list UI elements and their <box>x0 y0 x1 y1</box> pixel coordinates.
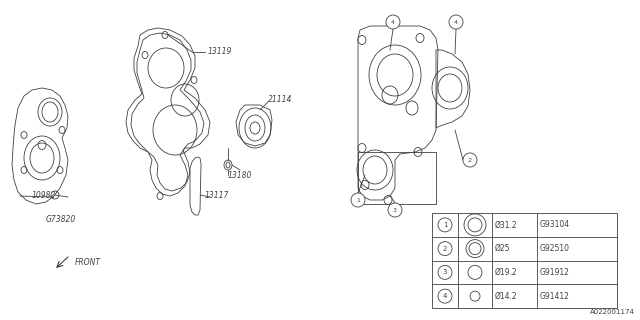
Text: A022001174: A022001174 <box>590 309 635 315</box>
Text: 3: 3 <box>393 207 397 212</box>
Circle shape <box>386 15 400 29</box>
Circle shape <box>351 193 365 207</box>
Text: G92510: G92510 <box>540 244 570 253</box>
Text: G91412: G91412 <box>540 292 570 300</box>
Circle shape <box>438 242 452 256</box>
Text: 4: 4 <box>454 20 458 25</box>
Text: 21114: 21114 <box>268 95 292 105</box>
Bar <box>358 152 436 204</box>
Text: 4: 4 <box>391 20 395 25</box>
Text: 1: 1 <box>443 222 447 228</box>
Circle shape <box>463 153 477 167</box>
Text: 1: 1 <box>356 197 360 203</box>
Text: FRONT: FRONT <box>75 258 101 267</box>
Text: Ø19.2: Ø19.2 <box>495 268 518 277</box>
Text: 3: 3 <box>443 269 447 276</box>
Circle shape <box>438 289 452 303</box>
Text: Ø14.2: Ø14.2 <box>495 292 518 300</box>
Circle shape <box>388 203 402 217</box>
Text: G93104: G93104 <box>540 220 570 229</box>
Text: 2: 2 <box>443 246 447 252</box>
Text: G91912: G91912 <box>540 268 570 277</box>
Circle shape <box>449 15 463 29</box>
Text: 10982: 10982 <box>32 191 56 201</box>
Text: Ø25: Ø25 <box>495 244 511 253</box>
Text: 13117: 13117 <box>205 190 229 199</box>
Text: 13180: 13180 <box>228 171 252 180</box>
Text: 4: 4 <box>443 293 447 299</box>
Text: G73820: G73820 <box>46 215 76 224</box>
Text: 13119: 13119 <box>208 47 232 57</box>
Text: 2: 2 <box>468 157 472 163</box>
Circle shape <box>438 265 452 279</box>
Bar <box>432 213 617 308</box>
Text: Ø31.2: Ø31.2 <box>495 220 518 229</box>
Circle shape <box>438 218 452 232</box>
